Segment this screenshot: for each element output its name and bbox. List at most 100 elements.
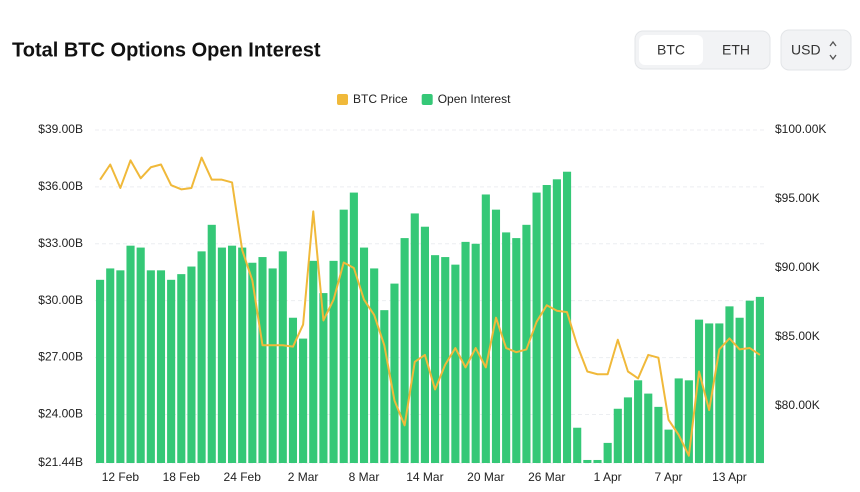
bar (156, 270, 166, 463)
bar (694, 319, 704, 463)
bar (644, 393, 653, 463)
asset-eth[interactable]: ETH (722, 42, 750, 58)
bar (197, 251, 206, 463)
bar (715, 323, 724, 463)
currency-label[interactable]: USD (791, 42, 821, 58)
bar (705, 323, 714, 463)
bar (126, 245, 135, 463)
bar (441, 257, 450, 463)
x-tick-label: 8 Mar (349, 470, 380, 484)
y-tick-label: $27.00B (38, 350, 83, 364)
y2-tick-label: $100.00K (775, 122, 826, 136)
x-tick-label: 7 Apr (655, 470, 683, 484)
bar (461, 241, 470, 463)
bar (309, 260, 318, 463)
bar (583, 459, 592, 463)
x-tick-label: 12 Feb (102, 470, 140, 484)
bar (146, 270, 155, 463)
bar (359, 247, 369, 463)
bar (735, 317, 744, 463)
bar (268, 268, 277, 463)
select-arrow (829, 40, 837, 61)
bar (471, 243, 480, 463)
bar (573, 427, 582, 463)
bar (481, 194, 490, 464)
bar (562, 171, 572, 463)
bar (258, 257, 267, 463)
bar (431, 255, 440, 463)
bar (380, 310, 389, 463)
bar (603, 442, 612, 463)
bar (725, 306, 734, 463)
y2-tick-label: $90.00K (775, 260, 820, 274)
bar (664, 429, 673, 463)
bar (278, 251, 287, 463)
bar (532, 192, 541, 464)
price-line (99, 156, 761, 457)
legend: BTC Price Open Interest (337, 92, 511, 106)
y-tick-label: $39.00B (38, 122, 83, 136)
bar (106, 268, 115, 463)
bar (187, 266, 196, 463)
bar (288, 317, 298, 463)
y-tick-label: $24.00B (38, 407, 83, 421)
legend-swatch (421, 94, 433, 105)
bar (177, 274, 186, 463)
bar (522, 224, 531, 463)
bar (634, 380, 643, 463)
bar (370, 268, 379, 463)
x-tick-label: 26 Mar (528, 470, 565, 484)
bar (613, 408, 622, 463)
legend-label: Open Interest (438, 92, 511, 106)
bar (238, 247, 247, 463)
legend-label: BTC Price (353, 92, 408, 106)
y2-tick-label: $85.00K (775, 329, 820, 343)
bar (136, 247, 145, 463)
bar (593, 459, 602, 463)
x-tick-label: 14 Mar (406, 470, 443, 484)
y2-tick-label: $95.00K (775, 191, 820, 205)
bar (227, 245, 237, 463)
bar (116, 270, 125, 463)
bar (512, 238, 521, 463)
bar (339, 209, 348, 463)
bar (167, 279, 176, 463)
y2-tick-label: $80.00K (775, 398, 820, 412)
x-tick-label: 20 Mar (467, 470, 504, 484)
y-tick-label: $36.00B (38, 179, 83, 193)
bar (451, 264, 460, 463)
bar (755, 296, 764, 463)
bar (299, 338, 308, 463)
bar (390, 283, 399, 463)
bar (745, 300, 754, 463)
bar (96, 279, 105, 463)
chart-title: Total BTC Options Open Interest (12, 39, 321, 61)
y-tick-label: $33.00B (38, 236, 83, 250)
bar (491, 209, 501, 463)
x-tick-label: 24 Feb (224, 470, 262, 484)
bar (623, 397, 633, 463)
bar (420, 226, 429, 463)
bar (410, 213, 419, 463)
bar (552, 179, 561, 463)
bar (319, 293, 328, 463)
x-tick-label: 13 Apr (712, 470, 747, 484)
bar (248, 262, 257, 463)
x-tick-label: 18 Feb (163, 470, 201, 484)
bar (654, 406, 663, 463)
bar (684, 380, 693, 463)
bar (329, 260, 338, 463)
y-tick-label: $21.44B (38, 455, 83, 469)
x-tick-label: 1 Apr (594, 470, 622, 484)
asset-btc[interactable]: BTC (657, 42, 685, 58)
currency-select[interactable] (780, 29, 852, 71)
legend-swatch (337, 94, 348, 105)
bar (207, 224, 216, 463)
x-tick-label: 2 Mar (288, 470, 319, 484)
bar (400, 238, 409, 463)
y-tick-label: $30.00B (38, 293, 83, 307)
bar (349, 192, 358, 464)
bar (674, 378, 683, 463)
